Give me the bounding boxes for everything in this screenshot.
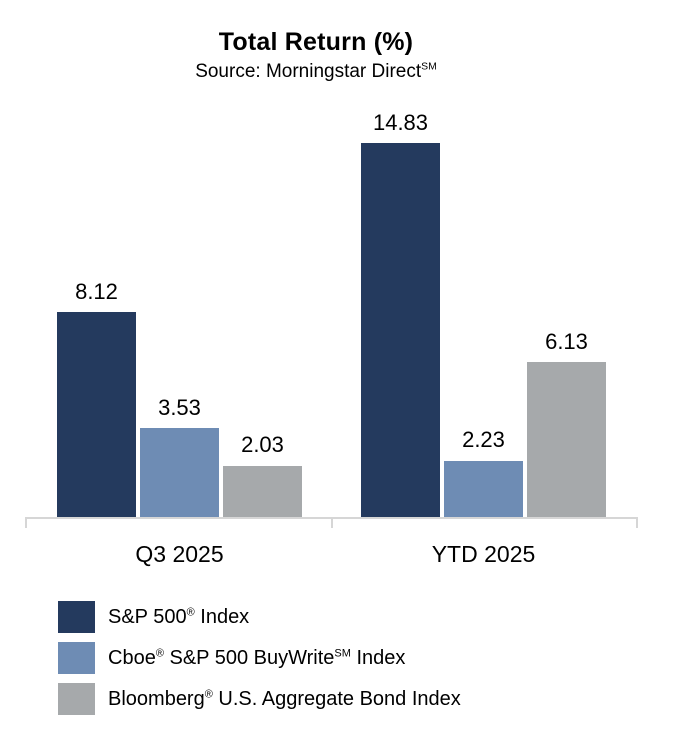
category-label-1: YTD 2025 xyxy=(431,541,536,567)
bar-cell-g1-s2: 6.13 xyxy=(527,329,606,517)
bar-cell-g1-s0: 14.83 xyxy=(361,110,440,517)
legend-superscript: ® xyxy=(204,687,213,700)
legend-superscript: ® xyxy=(155,646,164,659)
legend-swatch-0 xyxy=(58,601,95,633)
bar-value-label: 2.03 xyxy=(241,432,284,458)
bar-value-label: 3.53 xyxy=(158,394,201,420)
legend-swatch-2 xyxy=(58,683,95,715)
legend-label-1: Cboe® S&P 500 BuyWriteSM Index xyxy=(108,646,406,669)
bar-value-label: 14.83 xyxy=(372,109,429,135)
legend-superscript: SM xyxy=(334,646,351,659)
chart-subtitle-sm-superscript: SM xyxy=(421,61,437,73)
category-label-0: Q3 2025 xyxy=(135,541,224,567)
bar-group-1: 14.83 2.23 6.13 xyxy=(361,110,606,517)
chart-title: Total Return (%) xyxy=(218,28,414,56)
bar-g1-s2 xyxy=(527,362,606,517)
axis-tick-right xyxy=(636,519,638,528)
legend-label-2: Bloomberg® U.S. Aggregate Bond Index xyxy=(108,687,461,710)
chart-header: Total Return (%) Source: Morningstar Dir… xyxy=(0,28,632,83)
bar-g1-s0 xyxy=(361,143,440,517)
x-axis-line xyxy=(25,517,638,528)
legend-item-2: Bloomberg® U.S. Aggregate Bond Index xyxy=(58,683,461,715)
bar-value-label: 6.13 xyxy=(545,329,588,355)
bar-value-label: 2.23 xyxy=(462,427,505,453)
legend: S&P 500® Index Cboe® S&P 500 BuyWriteSM I… xyxy=(58,601,461,724)
chart-subtitle: Source: Morningstar DirectSM xyxy=(0,61,632,83)
bar-g0-s2 xyxy=(223,465,302,517)
bar-cell-g0-s1: 3.53 xyxy=(140,395,219,517)
bar-g0-s0 xyxy=(57,312,136,517)
axis-tick-left xyxy=(25,519,27,528)
legend-item-1: Cboe® S&P 500 BuyWriteSM Index xyxy=(58,642,461,674)
bar-cell-g0-s2: 2.03 xyxy=(223,432,302,517)
bar-group-0: 8.12 3.53 2.03 xyxy=(57,279,302,517)
legend-label-0: S&P 500® Index xyxy=(108,605,250,628)
axis-tick-middle xyxy=(331,519,333,528)
bar-cell-g0-s0: 8.12 xyxy=(57,279,136,517)
bar-g1-s1 xyxy=(444,460,523,517)
legend-superscript: ® xyxy=(186,605,195,618)
category-axis-labels: Q3 2025 YTD 2025 xyxy=(0,541,684,571)
bar-cell-g1-s1: 2.23 xyxy=(444,427,523,517)
plot-area: 8.12 3.53 2.03 14.83 2.23 6.13 xyxy=(0,100,684,517)
legend-item-0: S&P 500® Index xyxy=(58,601,461,633)
bar-value-label: 8.12 xyxy=(75,278,118,304)
bar-g0-s1 xyxy=(140,427,219,517)
legend-swatch-1 xyxy=(58,642,95,674)
chart-subtitle-text: Source: Morningstar Direct xyxy=(195,61,422,82)
